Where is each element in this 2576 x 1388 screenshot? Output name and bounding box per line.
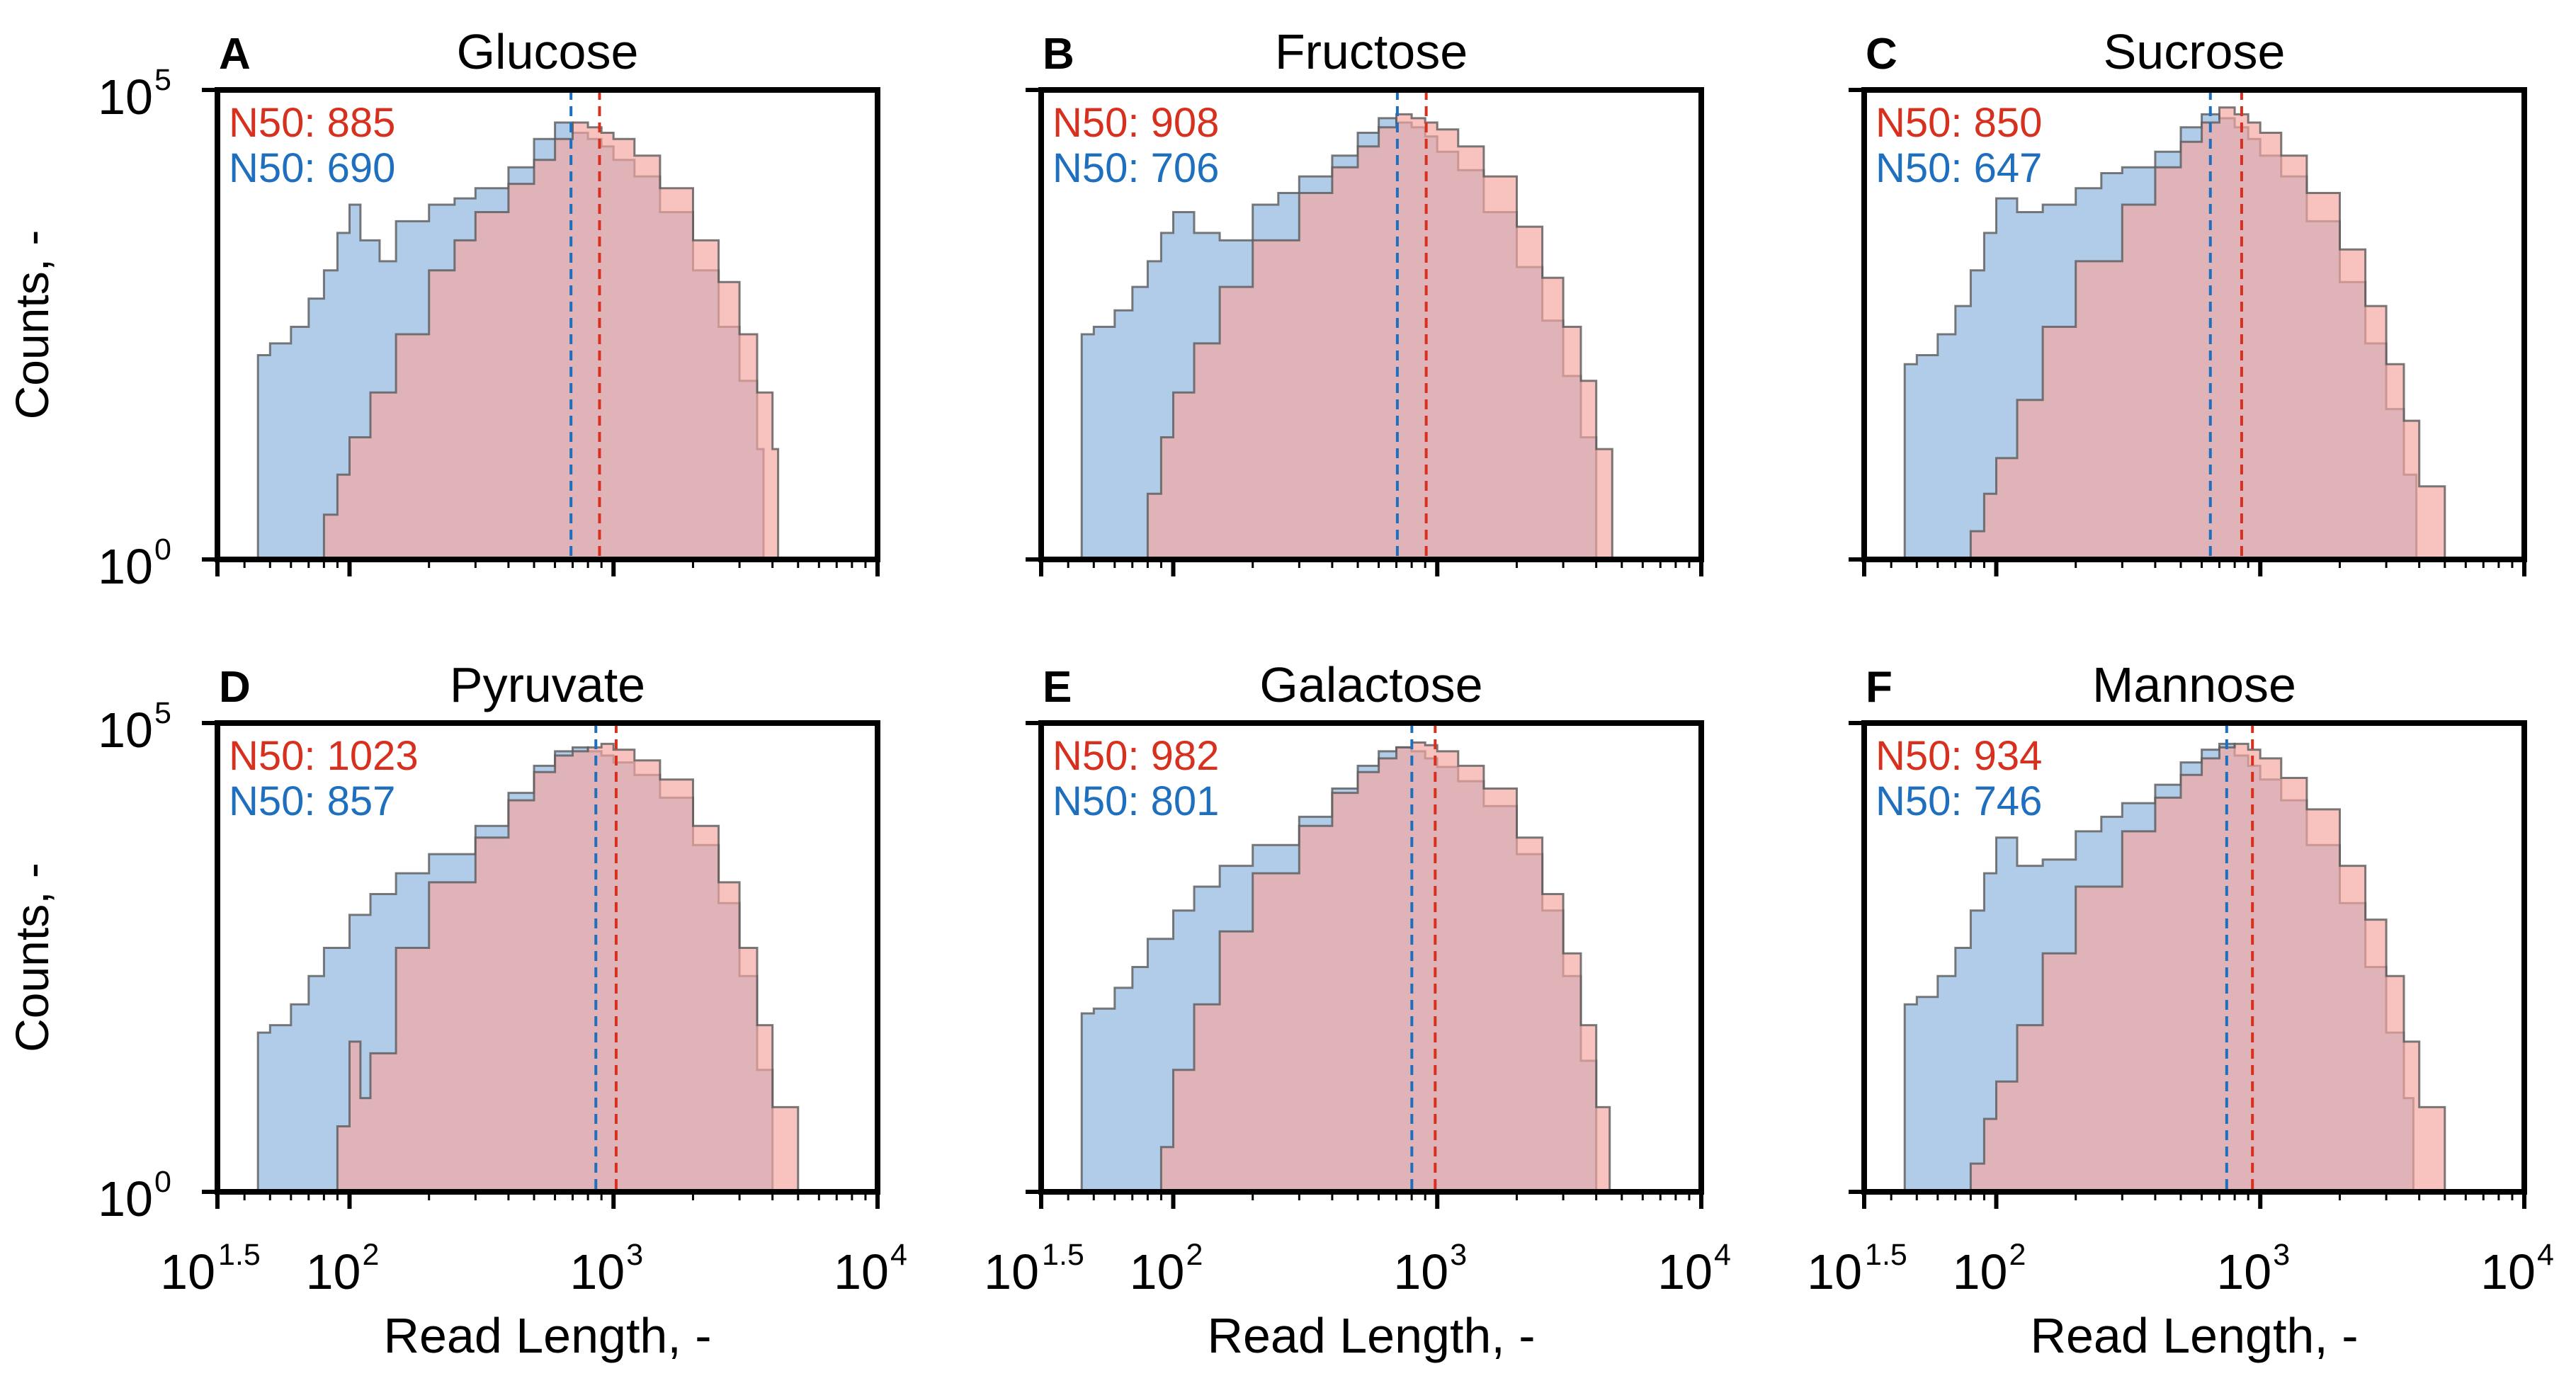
x-tick-label: 101.5 bbox=[160, 1238, 261, 1299]
panel-letter: A bbox=[219, 30, 251, 79]
y-tick-label-top: 105 bbox=[98, 696, 171, 758]
panel-letter: F bbox=[1866, 663, 1893, 712]
plot-frame bbox=[215, 87, 880, 562]
plot-frame bbox=[1861, 87, 2527, 562]
n50-annotation-blue: N50: 857 bbox=[229, 778, 395, 824]
plot-area bbox=[256, 90, 780, 559]
plot-area bbox=[256, 723, 800, 1192]
plot-area bbox=[1080, 723, 1611, 1192]
n50-annotation-blue: N50: 690 bbox=[229, 145, 395, 191]
x-axis-label: Read Length, - bbox=[383, 1308, 711, 1363]
x-tick-label: 103 bbox=[569, 1238, 643, 1299]
n50-annotation-blue: N50: 801 bbox=[1052, 778, 1219, 824]
x-tick-label: 101.5 bbox=[1807, 1238, 1907, 1299]
n50-annotation-red: N50: 885 bbox=[229, 100, 395, 146]
n50-annotation-red: N50: 850 bbox=[1876, 100, 2042, 146]
histogram-red bbox=[316, 121, 780, 559]
y-tick-label-bottom: 100 bbox=[98, 1165, 171, 1227]
y-tick-label-top: 105 bbox=[98, 63, 171, 125]
x-tick-label: 104 bbox=[2480, 1238, 2554, 1299]
x-axis-label: Read Length, - bbox=[2030, 1308, 2358, 1363]
panel-title: Mannose bbox=[2092, 657, 2296, 712]
plot-area bbox=[1080, 90, 1613, 559]
x-tick-label: 103 bbox=[1393, 1238, 1467, 1299]
plot-area bbox=[1903, 723, 2446, 1192]
plot-frame bbox=[1038, 720, 1704, 1195]
y-axis-label: Counts, - bbox=[6, 230, 58, 420]
n50-annotation-red: N50: 908 bbox=[1052, 100, 1219, 146]
panel-letter: D bbox=[219, 663, 251, 712]
panel-title: Fructose bbox=[1275, 24, 1468, 79]
panel-title: Sucrose bbox=[2104, 24, 2286, 79]
plot-area bbox=[1903, 90, 2446, 559]
x-tick-label: 102 bbox=[306, 1238, 380, 1299]
histogram-red bbox=[1963, 106, 2446, 559]
x-tick-label: 103 bbox=[2216, 1238, 2290, 1299]
plot-frame bbox=[1038, 87, 1704, 562]
y-axis-label: Counts, - bbox=[6, 863, 58, 1052]
histogram-red bbox=[1140, 113, 1613, 559]
x-tick-label: 102 bbox=[1130, 1238, 1203, 1299]
n50-annotation-blue: N50: 746 bbox=[1876, 778, 2042, 824]
x-tick-label: 101.5 bbox=[984, 1238, 1084, 1299]
n50-annotation-red: N50: 982 bbox=[1052, 733, 1219, 779]
x-tick-label: 102 bbox=[1953, 1238, 2026, 1299]
plot-frame bbox=[1861, 720, 2527, 1195]
plot-frame bbox=[215, 720, 880, 1195]
panel-letter: C bbox=[1866, 30, 1897, 79]
n50-annotation-blue: N50: 706 bbox=[1052, 145, 1219, 191]
panel-letter: B bbox=[1043, 30, 1074, 79]
n50-annotation-red: N50: 934 bbox=[1876, 733, 2042, 779]
x-axis-label: Read Length, - bbox=[1207, 1308, 1535, 1363]
x-tick-label: 104 bbox=[1657, 1238, 1731, 1299]
n50-annotation-red: N50: 1023 bbox=[229, 733, 419, 779]
n50-annotation-blue: N50: 647 bbox=[1876, 145, 2042, 191]
panel-title: Galactose bbox=[1259, 657, 1482, 712]
x-tick-label: 104 bbox=[834, 1238, 907, 1299]
panel-letter: E bbox=[1043, 663, 1072, 712]
panel-title: Glucose bbox=[457, 24, 639, 79]
y-tick-label-bottom: 100 bbox=[98, 533, 171, 594]
panel-title: Pyruvate bbox=[450, 657, 645, 712]
histogram-red bbox=[324, 742, 800, 1192]
